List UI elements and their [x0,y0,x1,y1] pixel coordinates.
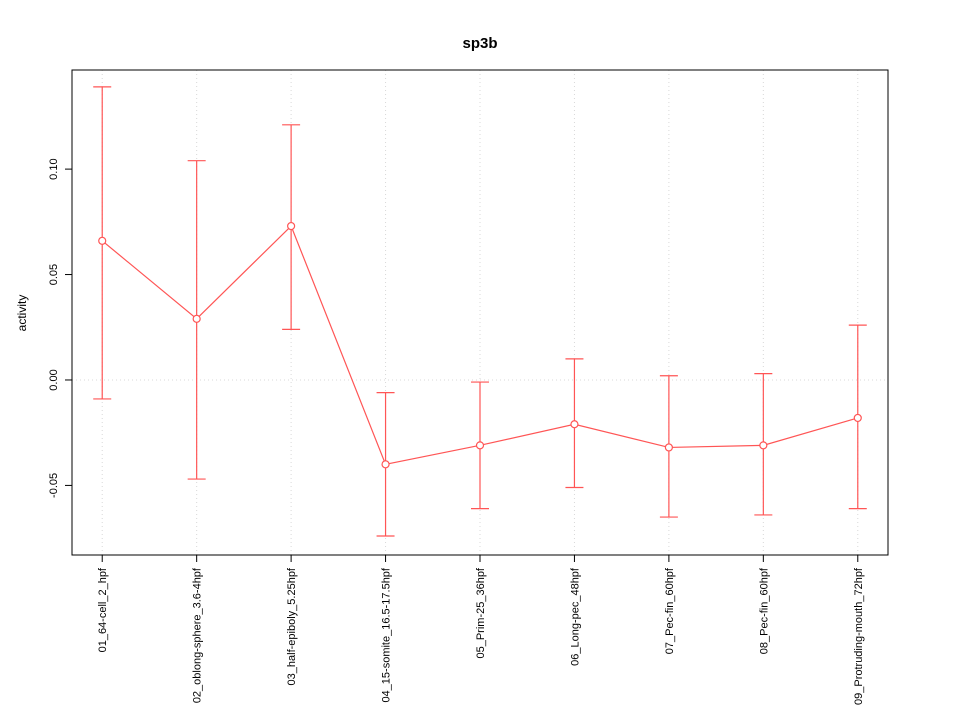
data-point [664,443,673,452]
chart-title: sp3b [462,35,497,52]
x-tick-label: 06_Long-pec_48hpf [569,567,581,666]
x-tick-label: 01_64-cell_2_hpf [97,567,109,652]
x-tick-label: 08_Pec-fin_60hpf [758,567,770,654]
y-tick-label: 0.05 [48,264,60,285]
x-tick-label: 09_Protruding-mouth_72hpf [853,567,865,705]
data-point [853,413,862,423]
x-tick-label: 05_Prim-25_36hpf [475,567,487,658]
y-axis-label: activity [15,295,29,332]
data-point [475,441,485,450]
plot-border [71,69,889,556]
x-tick-label: 07_Pec-fin_60hpf [664,567,676,654]
y-tick-label: 0.00 [48,369,60,390]
y-tick-label: -0.05 [48,473,60,498]
data-point [381,460,390,469]
data-point [192,314,201,323]
x-tick-label: 03_half-epiboly_5.25hpf [286,567,298,685]
data-point [759,441,768,450]
x-tick-label: 02_oblong-sphere_3.6-4hpf [192,567,204,703]
x-tick-label: 04_15-somite_16.5-17.5hpf [381,567,393,702]
data-point [287,221,296,231]
data-point [570,420,579,429]
y-tick-label: 0.10 [48,158,60,179]
data-point [98,236,107,245]
